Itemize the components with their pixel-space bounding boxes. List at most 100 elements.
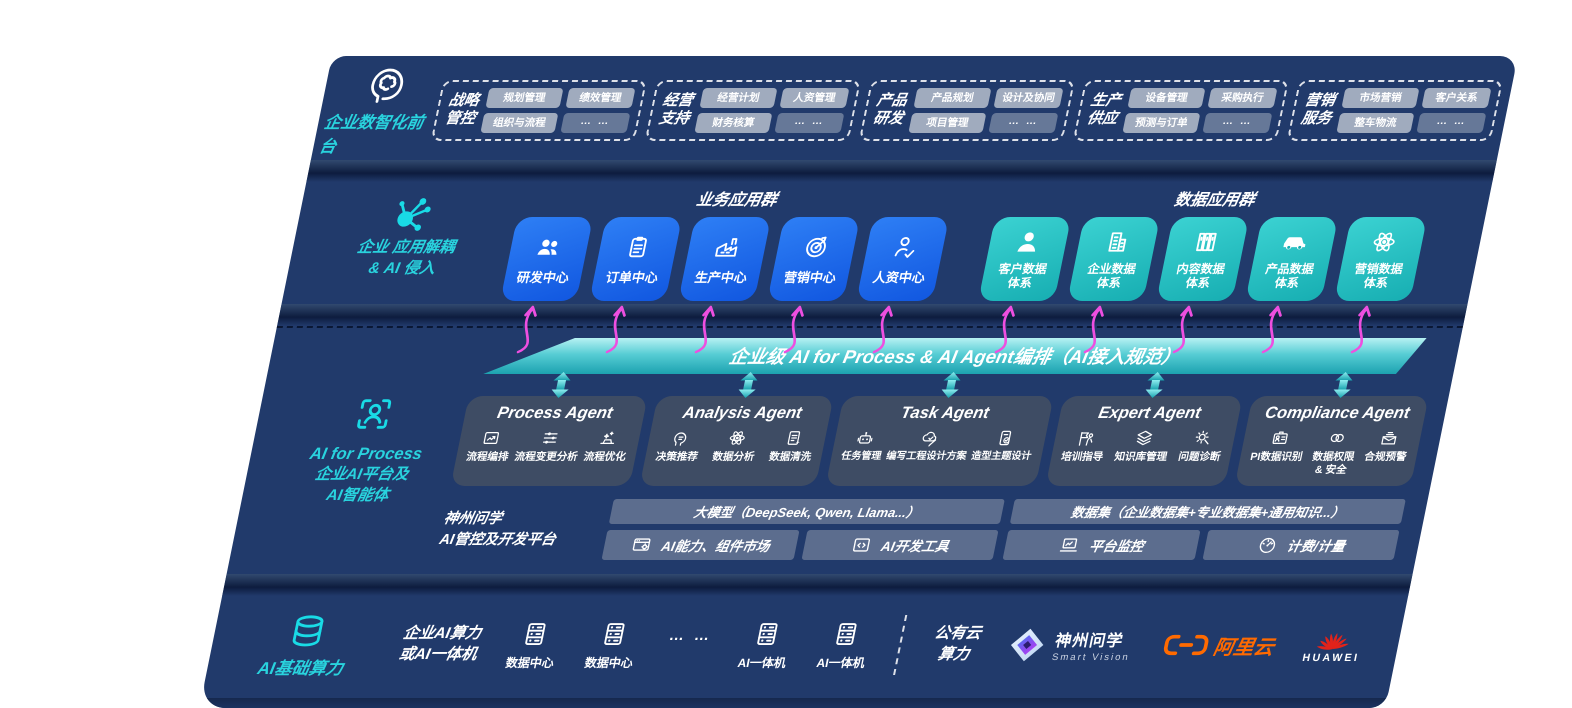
person-icon (1011, 228, 1045, 256)
group-strategy: 战略 管控 规划管理 绩效管理 组织与流程 … … (430, 79, 648, 141)
layer-applications: 企业 应用解耦 & AI 侵入 业务应用群 研发中心 订单中心 生产中心 (282, 182, 1493, 304)
gauge-icon (1254, 534, 1280, 556)
server-icon (828, 619, 864, 649)
llm-bar: 大模型（DeepSeek, Qwen, Llama...） (608, 499, 1005, 525)
capability-pill-more: … … (988, 112, 1059, 133)
agent-row: Process Agent 流程编排 流程变更分析 流程优化 Analysis … (450, 396, 1429, 487)
target-icon (799, 233, 833, 261)
capability-pill: 市场营销 (1341, 87, 1420, 108)
tablet-check-icon (993, 428, 1017, 448)
process-agent-card: Process Agent 流程编排 流程变更分析 流程优化 (450, 396, 649, 487)
capability-pill: 设计及协同 (993, 87, 1064, 108)
teal-connector-arrow (547, 372, 574, 398)
data-box-customer: 客户数据 体系 (978, 217, 1072, 301)
capability-pill: 人资管理 (779, 87, 850, 108)
front-office-label: 企业数智化前台 (317, 114, 426, 156)
link-rings-icon (1325, 428, 1349, 448)
capability-pill-more: … … (1416, 112, 1487, 133)
ai-dev-tools: AI开发工具 (800, 530, 999, 561)
data-group-title: 数据应用群 (1172, 192, 1257, 209)
capability-pill: 设备管理 (1127, 87, 1206, 108)
monitor-icon (1056, 534, 1082, 556)
teal-connector-arrow (1142, 372, 1169, 398)
components-icon (628, 534, 654, 556)
data-box-product: 产品数据 体系 (1245, 217, 1339, 301)
id-card-icon (1268, 428, 1292, 448)
platform-row: 神州问学 AI管控及开发平台 大模型（DeepSeek, Qwen, Llama… (435, 499, 1406, 561)
app-box-marketing-center: 营销中心 (767, 217, 861, 301)
capability-pill: 规划管理 (485, 87, 564, 108)
server-icon (750, 619, 786, 649)
capability-pill: 客户关系 (1421, 87, 1492, 108)
capability-pill: 采购执行 (1207, 87, 1278, 108)
expert-agent-card: Expert Agent 培训指导 知识库管理 问题诊断 (1045, 396, 1243, 487)
enterprise-compute-label: 企业AI算力 或AI一体机 (397, 625, 483, 664)
teal-connector-arrow (937, 372, 964, 398)
sliders-icon (538, 428, 562, 448)
head-idea-icon (669, 428, 693, 448)
ellipsis-node: … … (667, 626, 715, 644)
ai-appliance-node: AI一体机 (815, 619, 874, 671)
hr-person-icon (888, 233, 922, 261)
platform-label: 神州问学 AI管控及开发平台 (437, 511, 558, 548)
layer-divider (222, 574, 1413, 597)
team-icon (532, 233, 566, 261)
capability-pill-more: … … (560, 112, 631, 133)
ai-layer-label-zone: AI for Process 企业AI平台及 AI智能体 (270, 394, 463, 507)
clipboard-icon (621, 233, 655, 261)
ai-appliance-node: AI一体机 (736, 619, 795, 671)
compute-label-zone: AI基础算力 (233, 611, 377, 679)
capability-pill: 项目管理 (908, 112, 987, 133)
app-layer-label-zone: 企业 应用解耦 & AI 侵入 (294, 194, 521, 280)
business-group-title: 业务应用群 (694, 192, 779, 209)
capability-pill-more: … … (1202, 112, 1273, 133)
data-box-content: 内容数据 体系 (1156, 217, 1250, 301)
front-groups: 战略 管控 规划管理 绩效管理 组织与流程 … … 经营 支持 经营计划 人资管理 … (430, 79, 1504, 141)
server-icon (597, 619, 633, 649)
scan-person-icon (350, 394, 398, 434)
data-box-enterprise: 企业数据 体系 (1067, 217, 1161, 301)
datacenter-node: 数据中心 (583, 619, 642, 671)
datacenter-node: 数据中心 (504, 619, 563, 671)
server-icon (518, 619, 554, 649)
molecule-icon (389, 194, 437, 234)
atom-icon (1367, 228, 1401, 256)
huawei-logo: HUAWEI (1301, 627, 1366, 664)
layer-front-office: 企业数智化前台 战略 管控 规划管理 绩效管理 组织与流程 … … 经营 支持 经营… (311, 56, 1518, 160)
building-icon (1100, 228, 1134, 256)
dataset-bar: 数据集（企业数据集+专业数据集+通用知识...） (1009, 499, 1406, 525)
group-operation: 经营 支持 经营计划 人资管理 财务核算 … … (644, 79, 862, 141)
ai-components-market: AI能力、组件市场 (601, 530, 800, 561)
capability-pill: 财务核算 (694, 112, 773, 133)
alert-mail-icon (1377, 428, 1401, 448)
optimize-icon (597, 428, 621, 448)
analysis-agent-card: Analysis Agent 决策推荐 数据分析 数据清洗 (639, 396, 834, 487)
app-box-hr-center: 人资中心 (856, 217, 950, 301)
capability-pill: 整车物流 (1336, 112, 1415, 133)
teal-connector-arrow (734, 372, 761, 398)
layers-icon (1133, 428, 1157, 448)
data-app-group: 数据应用群 客户数据 体系 企业数据 体系 内容数据 体系 (978, 186, 1433, 301)
capability-pill-more: … … (774, 112, 845, 133)
model-group: 大模型（DeepSeek, Qwen, Llama...） AI能力、组件市场 … (601, 499, 1005, 561)
app-box-rnd-center: 研发中心 (500, 217, 594, 301)
group-product: 产品 研发 产品规划 设计及协同 项目管理 … … (858, 79, 1076, 141)
brain-head-icon (361, 63, 414, 107)
panel-bottom-edge (199, 698, 1388, 708)
capability-pill: 组织与流程 (480, 112, 559, 133)
layer-compute: AI基础算力 企业AI算力 或AI一体机 数据中心 数据中心 … … AI一体机 … (201, 596, 1408, 698)
car-icon (1278, 228, 1312, 256)
app-box-production-center: 生产中心 (678, 217, 772, 301)
dashed-divider (893, 615, 908, 676)
szwx-logo: 神州问学 Smart Vision (1006, 627, 1136, 663)
capability-pill: 经营计划 (699, 87, 778, 108)
public-cloud-label: 公有云 算力 (932, 625, 983, 664)
atom-icon (725, 428, 749, 448)
teal-connector-arrow (1329, 372, 1356, 398)
app-box-order-center: 订单中心 (589, 217, 683, 301)
compliance-agent-card: Compliance Agent PI数据识别 数据权限 & 安全 合规预警 (1234, 396, 1429, 487)
factory-icon (710, 233, 744, 261)
billing-metering: 计费/计量 (1201, 530, 1400, 561)
diamond-logo (1006, 627, 1049, 663)
diagnose-icon (1191, 428, 1215, 448)
